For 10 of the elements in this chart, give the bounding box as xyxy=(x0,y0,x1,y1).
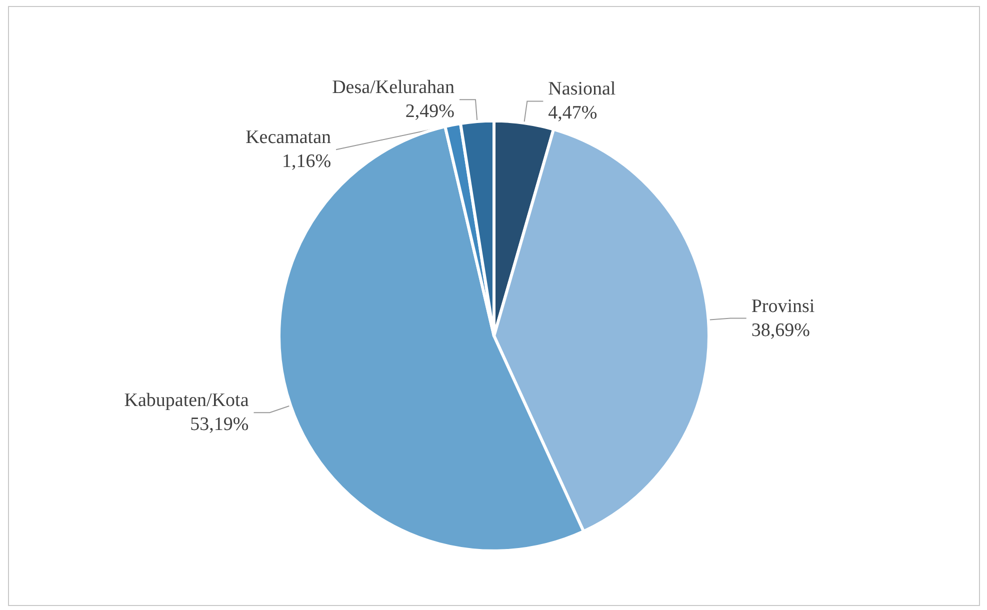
data-label: 4,47% xyxy=(548,102,598,124)
slice-label: Desa/Kelurahan xyxy=(332,77,455,98)
slice-label: Kecamatan xyxy=(246,127,332,148)
slice-label: Nasional xyxy=(548,78,616,100)
slice-label: Provinsi xyxy=(751,296,815,317)
data-label: 38,69% xyxy=(751,320,810,341)
data-label: 1,16% xyxy=(282,151,332,172)
data-label: 53,19% xyxy=(190,414,249,436)
slice-label: Kabupaten/Kota xyxy=(124,390,250,412)
data-label: 2,49% xyxy=(405,101,455,122)
